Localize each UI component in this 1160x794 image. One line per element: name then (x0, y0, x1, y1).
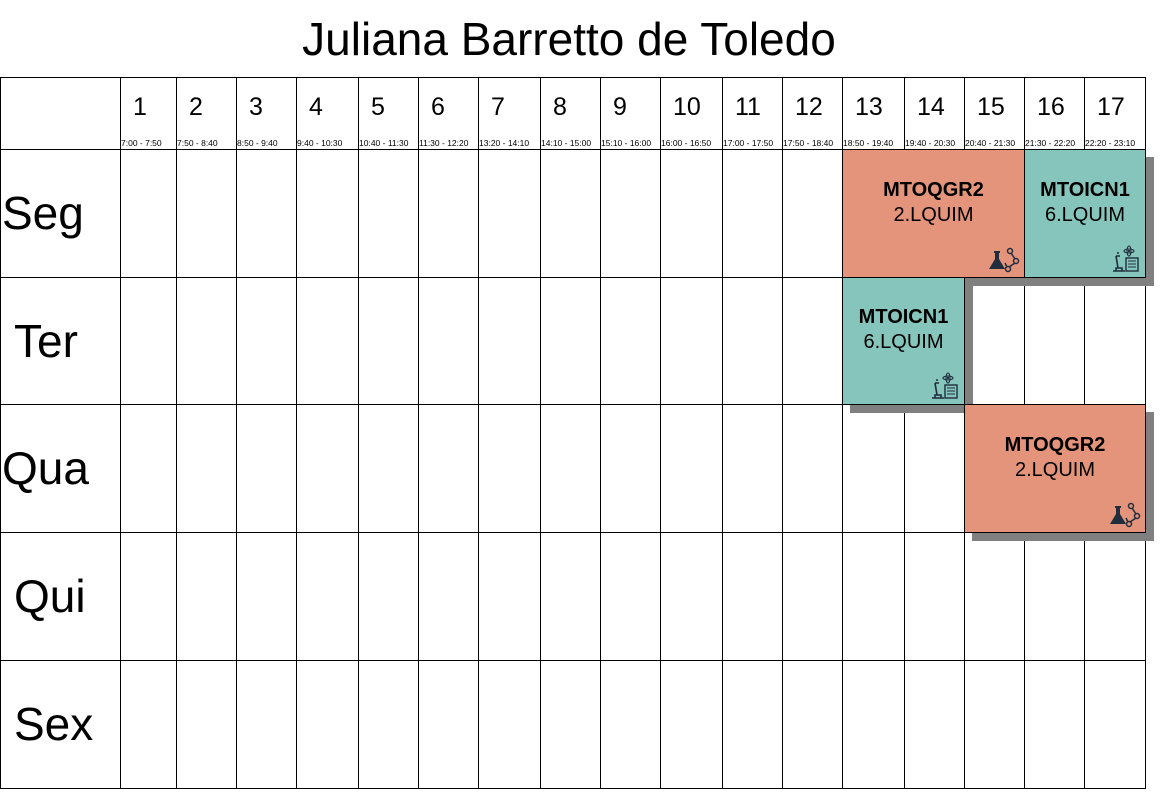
grid-line-vertical (842, 77, 843, 789)
slot-time-range: 21:30 - 22:20 (1025, 138, 1076, 148)
class-code: MTOICN1 (858, 306, 949, 328)
slot-time-range: 18:50 - 19:40 (843, 138, 894, 148)
grid-line-vertical (176, 77, 177, 789)
slot-number: 13 (855, 93, 883, 121)
slot-number: 1 (133, 93, 147, 121)
slot-number: 6 (431, 93, 445, 121)
slot-number: 7 (491, 93, 505, 121)
slot-time-range: 14:10 - 15:00 (541, 138, 592, 148)
slot-time-range: 15:10 - 16:00 (601, 138, 652, 148)
slot-number: 12 (795, 93, 823, 121)
grid-line-vertical (722, 77, 723, 789)
slot-number: 8 (553, 93, 567, 121)
class-room: 6.LQUIM (863, 331, 944, 353)
slot-time-range: 10:40 - 11:30 (359, 138, 409, 148)
grid-line-vertical (904, 77, 905, 789)
slot-time-range: 7:50 - 8:40 (177, 138, 218, 148)
grid-line-horizontal (0, 660, 1146, 661)
class-room: 2.LQUIM (893, 203, 974, 226)
slot-number: 2 (189, 93, 203, 121)
grid-line-vertical (120, 77, 121, 789)
lab-science-icon (1109, 245, 1141, 273)
class-block[interactable]: MTOICN1 6.LQUIM (1024, 149, 1146, 278)
grid-line-vertical (478, 77, 479, 789)
slot-number: 5 (371, 93, 385, 121)
grid-line-horizontal (0, 77, 1146, 78)
grid-line-vertical (236, 77, 237, 789)
slot-time-range: 9:40 - 10:30 (297, 138, 343, 148)
slot-number: 4 (309, 93, 323, 121)
slot-number: 10 (673, 93, 701, 121)
class-code: MTOICN1 (1040, 178, 1130, 201)
slot-time-range: 19:40 - 20:30 (905, 138, 956, 148)
grid-line-horizontal (0, 149, 1146, 150)
class-code: MTOQGR2 (883, 178, 984, 201)
slot-time-range: 17:50 - 18:40 (783, 138, 834, 148)
grid-line-vertical (540, 77, 541, 789)
slot-time-range: 17:00 - 17:50 (723, 138, 774, 148)
chemistry-icon (1109, 500, 1141, 528)
class-room: 2.LQUIM (1014, 458, 1096, 481)
class-block[interactable]: MTOICN1 6.LQUIM (842, 277, 965, 405)
slot-time-range: 11:30 - 12:20 (419, 138, 469, 148)
slot-time-range: 7:00 - 7:50 (121, 138, 162, 148)
grid-line-vertical (296, 77, 297, 789)
slot-number: 9 (613, 93, 627, 121)
page-title: Juliana Barretto de Toledo (302, 13, 836, 65)
slot-number: 16 (1037, 93, 1065, 121)
slot-number: 14 (917, 93, 945, 121)
slot-time-range: 16:00 - 16:50 (661, 138, 712, 148)
slot-number: 17 (1097, 93, 1125, 121)
day-label: Sex (14, 698, 94, 750)
day-label: Qui (14, 570, 86, 622)
day-label: Qua (2, 442, 89, 494)
grid-line-vertical (418, 77, 419, 789)
class-block[interactable]: MTOQGR2 2.LQUIM (842, 149, 1025, 278)
slot-number: 3 (249, 93, 263, 121)
grid-line-horizontal (0, 404, 1146, 405)
grid-line-vertical (660, 77, 661, 789)
grid-line-horizontal (0, 277, 1146, 278)
class-block[interactable]: MTOQGR2 2.LQUIM (964, 404, 1146, 533)
class-code: MTOQGR2 (1004, 433, 1106, 456)
grid-line-vertical (0, 77, 1, 789)
grid-line-vertical (600, 77, 601, 789)
grid-line-horizontal (0, 532, 1146, 533)
slot-number: 11 (735, 93, 761, 121)
slot-time-range: 22:20 - 23:10 (1085, 138, 1136, 148)
grid-line-vertical (358, 77, 359, 789)
slot-time-range: 20:40 - 21:30 (965, 138, 1016, 148)
day-label: Ter (14, 315, 78, 367)
grid-line-horizontal (0, 788, 1146, 789)
class-room: 6.LQUIM (1044, 203, 1126, 226)
chemistry-icon (988, 245, 1020, 273)
lab-science-icon (928, 372, 960, 400)
grid-line-vertical (782, 77, 783, 789)
slot-time-range: 13:20 - 14:10 (479, 138, 530, 148)
slot-number: 15 (977, 93, 1005, 121)
day-label: Seg (2, 187, 84, 239)
slot-time-range: 8:50 - 9:40 (237, 138, 278, 148)
